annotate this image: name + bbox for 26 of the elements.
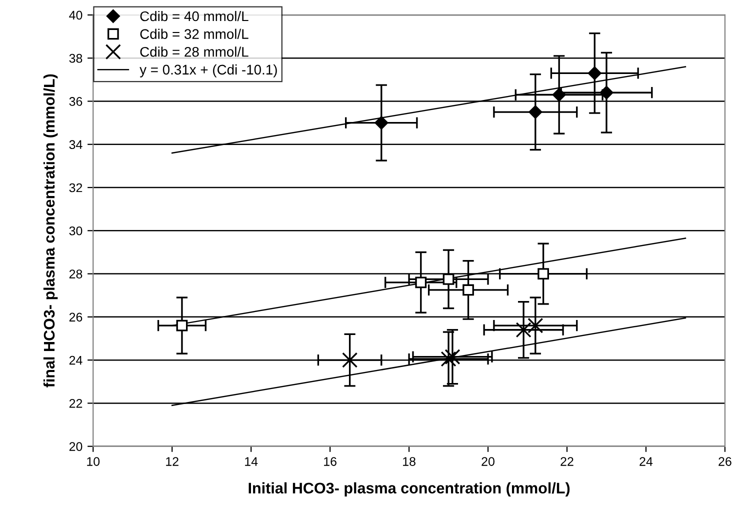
x-tick-label: 18 xyxy=(403,457,416,466)
y-tick-label: 30 xyxy=(69,226,82,236)
legend-label: Cdib = 32 mmol/L xyxy=(140,28,248,39)
legend-label: Cdib = 28 mmol/L xyxy=(140,46,248,57)
y-tick-label: 28 xyxy=(69,270,82,278)
y-tick-label: 34 xyxy=(69,140,82,150)
y-tick-label: 22 xyxy=(69,399,82,408)
x-tick-label: 26 xyxy=(718,457,732,466)
y-tick-label: 24 xyxy=(69,356,82,365)
x-tick-label: 14 xyxy=(245,457,258,466)
y-tick-label: 40 xyxy=(69,10,82,20)
y-tick-label: 38 xyxy=(69,54,82,63)
y-tick-label: 32 xyxy=(69,183,82,192)
x-tick-label: 12 xyxy=(166,457,178,466)
x-tick-label: 16 xyxy=(324,457,336,466)
y-axis-title: final HCO3- plasma concentration (mmol/L) xyxy=(43,74,58,388)
x-tick-label: 22 xyxy=(560,457,574,466)
x-tick-label: 20 xyxy=(482,457,494,466)
y-tick-label: 20 xyxy=(69,442,82,451)
x-tick-label: 10 xyxy=(87,457,100,466)
y-tick-label: 26 xyxy=(69,312,82,322)
legend-label: Cdib = 40 mmol/L xyxy=(140,10,248,22)
x-tick-label: 24 xyxy=(640,457,653,466)
y-tick-label: 36 xyxy=(69,97,82,106)
x-axis-title: Initial HCO3- plasma concentration (mmol/L) xyxy=(248,482,570,497)
legend-label: y = 0.31x + (Cdi -10.1) xyxy=(140,64,277,78)
